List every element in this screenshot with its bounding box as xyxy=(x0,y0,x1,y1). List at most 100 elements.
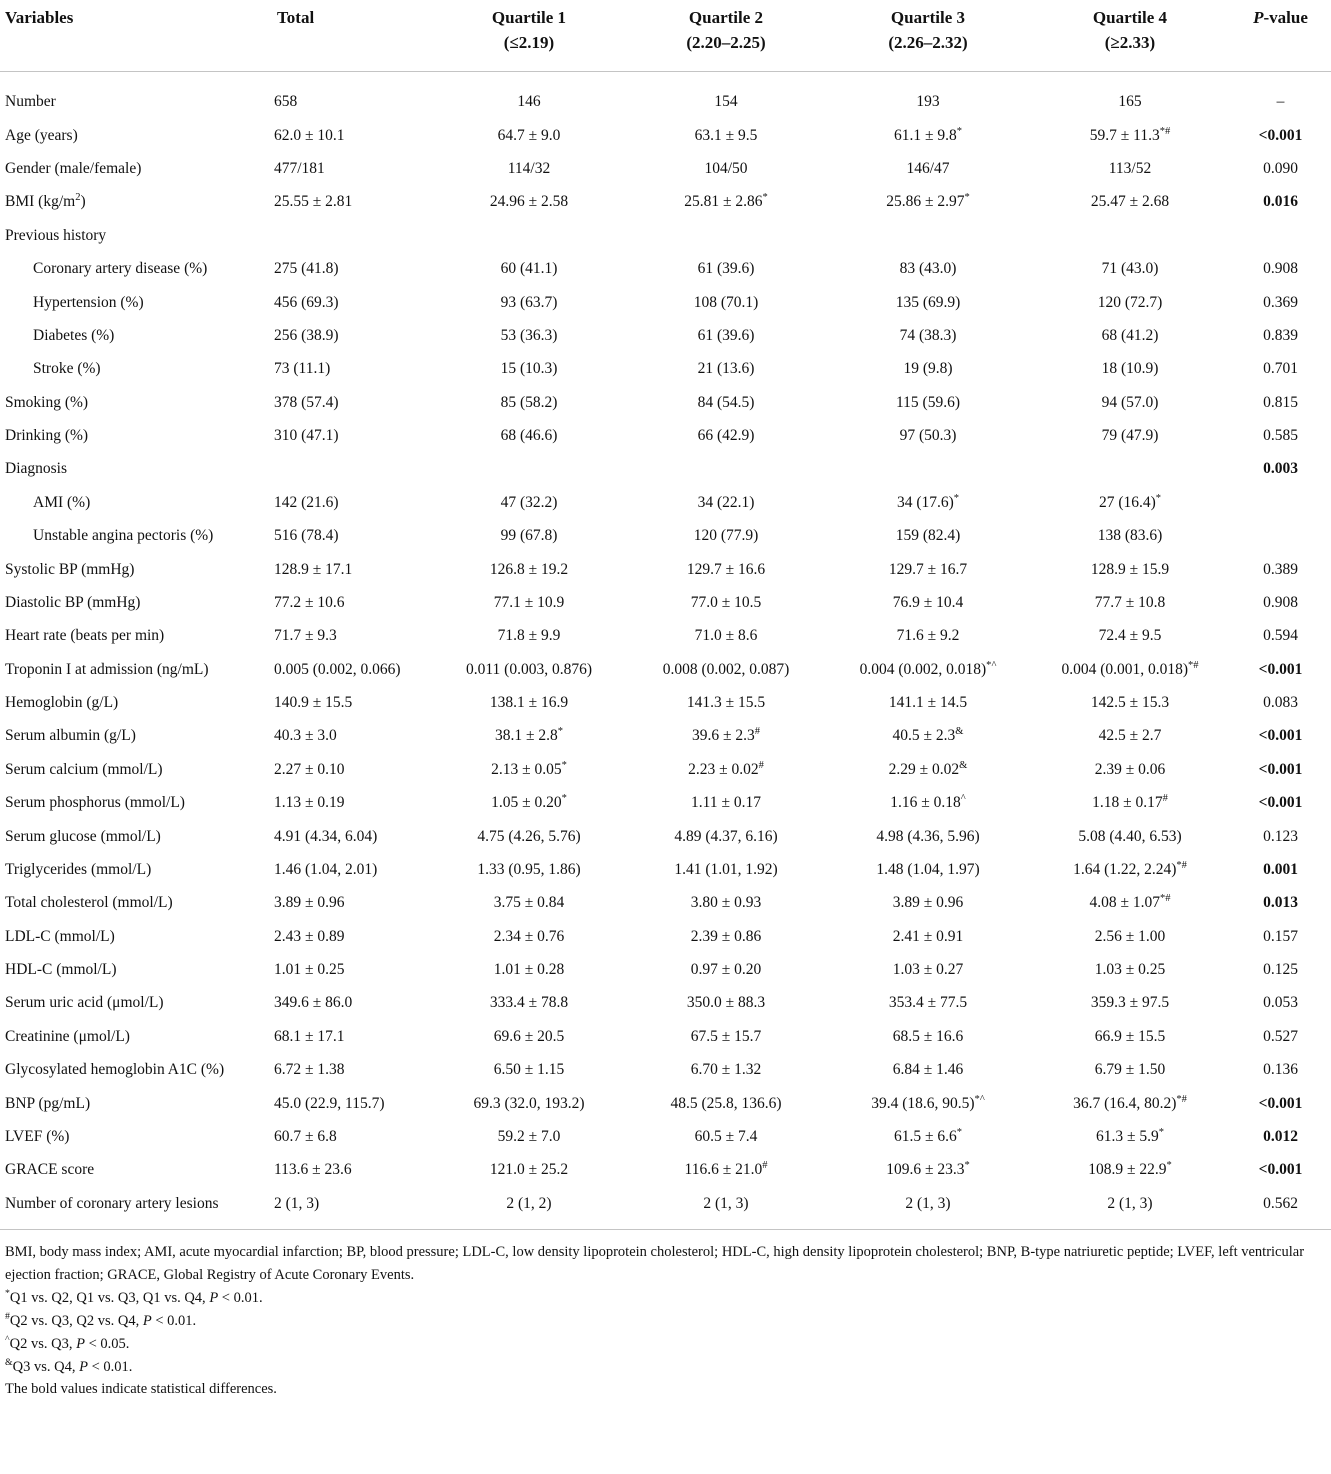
value-cell xyxy=(1030,219,1230,252)
value-cell: 114/32 xyxy=(507,160,551,178)
value-cell: 60.5 ± 7.4 xyxy=(694,1127,758,1145)
p-value-cell: 0.016 xyxy=(1263,193,1298,211)
variable-cell-serum-glucose-mmol-l: Serum glucose (mmol/L) xyxy=(5,827,161,845)
value-cell: 40.5 ± 2.3& xyxy=(892,726,964,745)
footnote: &Q3 vs. Q4, P < 0.01. xyxy=(5,1356,1326,1379)
variable-cell-total-cholesterol-mmol-l: Total cholesterol (mmol/L) xyxy=(5,894,173,912)
footnote-text: Q1 vs. Q2, Q1 vs. Q3, Q1 vs. Q4, P < 0.0… xyxy=(9,1289,263,1306)
footnote-text: Q2 vs. Q3, P < 0.05. xyxy=(9,1335,130,1352)
value-cell xyxy=(1030,452,1230,485)
baseline-characteristics-table: Variables Total Quartile 1 (≤2.19) Quartile … xyxy=(0,2,1331,1231)
value-cell: 61.5 ± 6.6* xyxy=(893,1126,963,1145)
variable-cell-diagnosis: Diagnosis xyxy=(5,460,67,478)
value-cell: 59.7 ± 11.3*# xyxy=(1089,125,1171,144)
value-cell xyxy=(626,452,826,485)
variable-cell-serum-uric-acid-mol-l: Serum uric acid (μmol/L) xyxy=(5,994,164,1012)
column-header-sublabel: (2.20–2.25) xyxy=(686,32,766,52)
value-cell: 1.33 (0.95, 1.86) xyxy=(477,860,581,878)
value-cell: 4.91 (4.34, 6.04) xyxy=(274,827,378,845)
p-value-cell xyxy=(1230,486,1331,519)
table-row: Glycosylated hemoglobin A1C (%) 6.72 ± 1.… xyxy=(0,1053,1331,1086)
value-cell: 3.89 ± 0.96 xyxy=(274,894,345,912)
table-row: Serum albumin (g/L) 40.3 ± 3.0 38.1 ± 2.8*… xyxy=(0,719,1331,752)
value-cell: 99 (67.8) xyxy=(500,527,558,545)
value-cell: 71.8 ± 9.9 xyxy=(497,627,561,645)
table-row: BMI (kg/m2) 25.55 ± 2.81 24.96 ± 2.58 25.81… xyxy=(0,185,1331,218)
value-cell: 121.0 ± 25.2 xyxy=(489,1161,569,1179)
value-cell: 25.47 ± 2.68 xyxy=(1090,193,1170,211)
value-cell: 4.98 (4.36, 5.96) xyxy=(876,827,980,845)
value-cell xyxy=(826,219,1030,252)
column-header-label: Quartile 4 xyxy=(1092,8,1168,27)
value-cell: 2.43 ± 0.89 xyxy=(274,927,345,945)
value-cell: 40.3 ± 3.0 xyxy=(274,727,337,745)
p-value-cell: <0.001 xyxy=(1258,727,1303,745)
table-row: Serum glucose (mmol/L) 4.91 (4.34, 6.04) 4… xyxy=(0,820,1331,853)
variable-cell-number: Number xyxy=(5,93,56,111)
p-value-cell: 0.562 xyxy=(1230,1186,1331,1231)
value-cell: 18 (10.9) xyxy=(1101,360,1159,378)
p-value-cell: 0.003 xyxy=(1263,460,1298,478)
value-cell: 77.1 ± 10.9 xyxy=(493,593,565,611)
value-cell: 83 (43.0) xyxy=(899,260,957,278)
column-header-quartile-4: Quartile 4 (≥2.33) xyxy=(1030,2,1230,73)
value-cell: 62.0 ± 10.1 xyxy=(274,126,345,144)
p-value-cell: <0.001 xyxy=(1258,660,1303,678)
column-header-label: Variables xyxy=(5,8,74,27)
variable-cell-hemoglobin-g-l: Hemoglobin (g/L) xyxy=(5,694,119,712)
table-row: Creatinine (μmol/L) 68.1 ± 17.1 69.6 ± 20.… xyxy=(0,1020,1331,1053)
value-cell: 1.03 ± 0.25 xyxy=(1094,961,1166,979)
value-cell: 1.11 ± 0.17 xyxy=(691,794,761,812)
value-cell: 135 (69.9) xyxy=(895,293,961,311)
value-cell: 71.7 ± 9.3 xyxy=(274,627,337,645)
table-header-row: Variables Total Quartile 1 (≤2.19) Quartile … xyxy=(0,2,1331,73)
p-value-cell: 0.527 xyxy=(1263,1027,1298,1045)
value-cell: 353.4 ± 77.5 xyxy=(888,994,968,1012)
footnote: *Q1 vs. Q2, Q1 vs. Q3, Q1 vs. Q4, P < 0.… xyxy=(5,1287,1326,1310)
value-cell: 94 (57.0) xyxy=(1101,393,1159,411)
value-cell: 120 (72.7) xyxy=(1097,293,1163,311)
value-cell: 477/181 xyxy=(274,160,325,178)
p-value-cell: 0.125 xyxy=(1263,961,1298,979)
value-cell: 138 (83.6) xyxy=(1097,527,1163,545)
footnote-text: Q2 vs. Q3, Q2 vs. Q4, P < 0.01. xyxy=(9,1312,197,1329)
value-cell: 3.80 ± 0.93 xyxy=(690,894,762,912)
value-cell: 142 (21.6) xyxy=(274,493,339,511)
value-cell: 350.0 ± 88.3 xyxy=(686,994,766,1012)
variable-cell-age-years: Age (years) xyxy=(5,126,78,144)
table-row: Smoking (%) 378 (57.4) 85 (58.2) 84 (54.5) 1… xyxy=(0,386,1331,419)
value-cell: 72.4 ± 9.5 xyxy=(1098,627,1162,645)
value-cell: 47 (32.2) xyxy=(500,493,558,511)
p-value-cell: 0.090 xyxy=(1263,160,1298,178)
value-cell: 21 (13.6) xyxy=(697,360,755,378)
value-cell: 74 (38.3) xyxy=(899,326,957,344)
p-value-cell: <0.001 xyxy=(1258,760,1303,778)
p-value-cell xyxy=(1230,519,1331,552)
table-row: Heart rate (beats per min) 71.7 ± 9.3 71.8… xyxy=(0,619,1331,652)
value-cell: 25.55 ± 2.81 xyxy=(274,193,353,211)
value-cell: 275 (41.8) xyxy=(274,260,339,278)
variable-cell-hdl-c-mmol-l: HDL-C (mmol/L) xyxy=(5,961,117,979)
value-cell: 6.70 ± 1.32 xyxy=(690,1061,762,1079)
column-header-label: Quartile 1 xyxy=(491,8,567,27)
value-cell: 93 (63.7) xyxy=(500,293,558,311)
value-cell: 0.011 (0.003, 0.876) xyxy=(466,660,592,678)
p-value-cell: 0.908 xyxy=(1263,593,1298,611)
table-row: Triglycerides (mmol/L) 1.46 (1.04, 2.01) 1… xyxy=(0,853,1331,886)
value-cell: 2.23 ± 0.02# xyxy=(688,759,764,778)
value-cell: 333.4 ± 78.8 xyxy=(489,994,569,1012)
value-cell: 61 (39.6) xyxy=(697,260,755,278)
table-row: Hypertension (%) 456 (69.3) 93 (63.7) 108 (… xyxy=(0,286,1331,319)
footnote: ^Q2 vs. Q3, P < 0.05. xyxy=(5,1333,1326,1356)
value-cell: 6.72 ± 1.38 xyxy=(274,1061,345,1079)
value-cell: 39.6 ± 2.3# xyxy=(691,726,761,745)
value-cell: 76.9 ± 10.4 xyxy=(892,593,964,611)
table-row: Gender (male/female) 477/181 114/32 104/50 1… xyxy=(0,152,1331,185)
value-cell: 138.1 ± 16.9 xyxy=(489,694,569,712)
value-cell: 128.9 ± 15.9 xyxy=(1090,560,1170,578)
value-cell: 1.05 ± 0.20* xyxy=(491,793,567,812)
section-row: Diagnosis 0.003 xyxy=(0,452,1331,485)
value-cell: 34 (22.1) xyxy=(697,493,755,511)
p-value-cell: 0.123 xyxy=(1263,827,1298,845)
p-value-cell: 0.001 xyxy=(1263,860,1298,878)
